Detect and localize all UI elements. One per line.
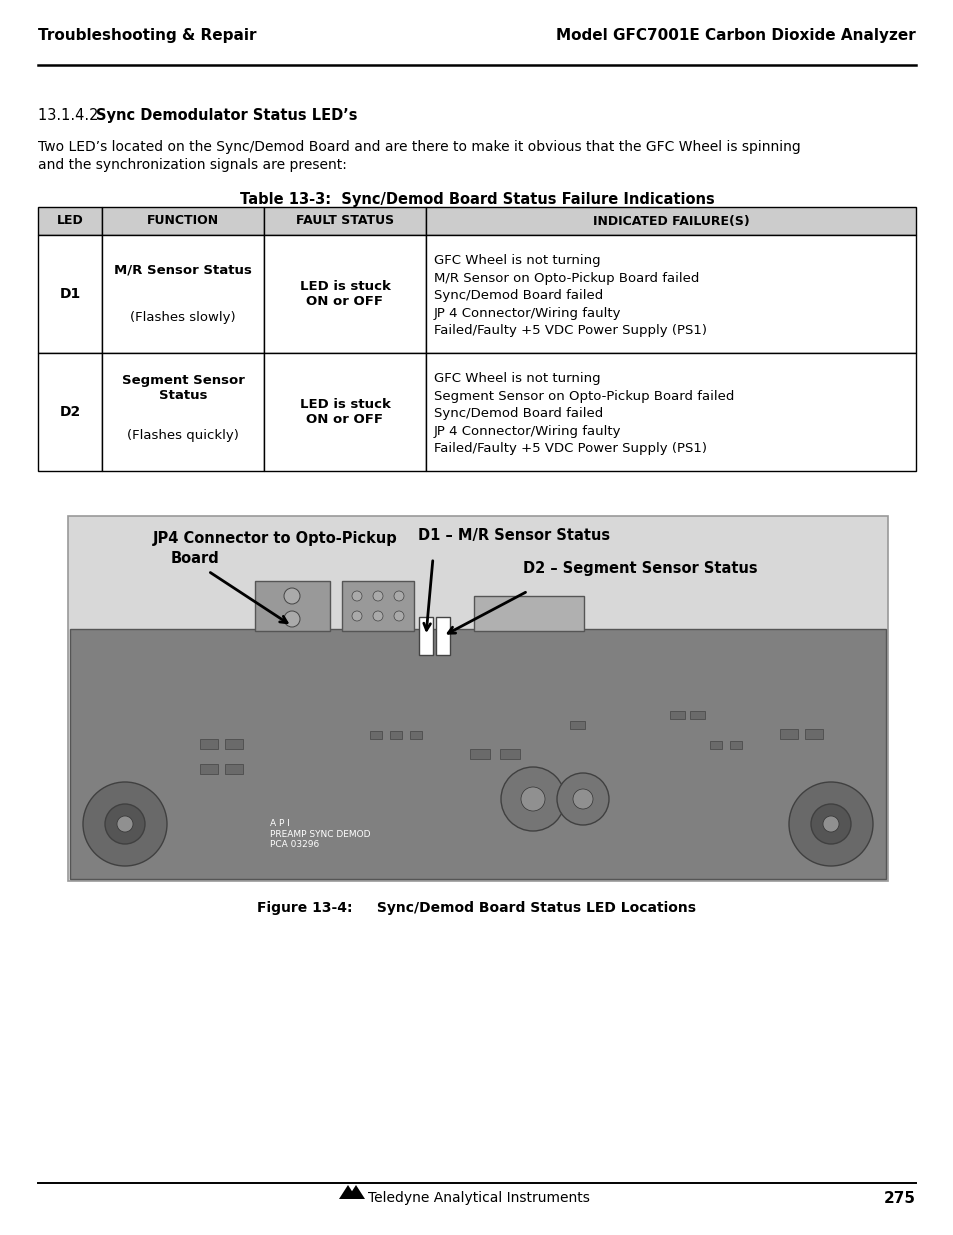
Bar [225,764,243,774]
Text: LED: LED [56,215,83,227]
Text: (Flashes slowly): (Flashes slowly) [130,311,235,324]
Text: JP 4 Connector/Wiring faulty: JP 4 Connector/Wiring faulty [434,425,620,437]
Bar [225,739,243,748]
Circle shape [557,773,608,825]
Bar [410,731,421,739]
Text: Failed/Faulty +5 VDC Power Supply (PS1): Failed/Faulty +5 VDC Power Supply (PS1) [434,325,706,337]
Bar [780,729,797,739]
Text: M/R Sensor Status: M/R Sensor Status [114,264,252,277]
Bar [341,580,414,631]
Text: D1: D1 [59,287,81,301]
Text: 275: 275 [883,1191,915,1207]
Bar [102,353,264,471]
Bar [689,711,704,719]
Bar [254,580,330,631]
Bar [38,207,102,235]
Text: GFC Wheel is not turning: GFC Wheel is not turning [434,254,600,267]
Circle shape [822,816,838,832]
Text: M/R Sensor on Opto-Pickup Board failed: M/R Sensor on Opto-Pickup Board failed [434,272,699,285]
Circle shape [352,611,361,621]
Circle shape [373,611,382,621]
Bar [264,207,426,235]
Text: Model GFC7001E Carbon Dioxide Analyzer: Model GFC7001E Carbon Dioxide Analyzer [556,28,915,43]
Circle shape [117,816,132,832]
Text: (Flashes quickly): (Flashes quickly) [127,429,238,442]
Text: Board: Board [171,551,219,566]
Circle shape [394,592,403,601]
Circle shape [500,767,564,831]
Circle shape [373,592,382,601]
Bar [200,739,218,748]
Text: 13.1.4.2.: 13.1.4.2. [38,107,108,124]
Text: Sync/Demod Board failed: Sync/Demod Board failed [434,289,602,303]
Circle shape [810,804,850,844]
Text: D1 – M/R Sensor Status: D1 – M/R Sensor Status [417,529,610,543]
Bar [390,731,401,739]
Bar [70,629,885,879]
Bar [370,731,381,739]
Circle shape [284,588,299,604]
Text: Teledyne Analytical Instruments: Teledyne Analytical Instruments [368,1191,589,1205]
Text: Figure 13-4:     Sync/Demod Board Status LED Locations: Figure 13-4: Sync/Demod Board Status LED… [257,902,696,915]
Bar [729,741,741,748]
Bar [38,235,102,353]
Bar [436,618,450,655]
Circle shape [83,782,167,866]
Bar [470,748,490,760]
Text: INDICATED FAILURE(S): INDICATED FAILURE(S) [592,215,749,227]
Bar [709,741,721,748]
Text: Segment Sensor on Opto-Pickup Board failed: Segment Sensor on Opto-Pickup Board fail… [434,390,734,403]
Bar [264,353,426,471]
Text: Table 13-3:  Sync/Demod Board Status Failure Indications: Table 13-3: Sync/Demod Board Status Fail… [239,191,714,207]
Circle shape [520,787,544,811]
Circle shape [352,592,361,601]
Text: D2: D2 [59,405,81,419]
Bar [102,207,264,235]
Bar [426,235,915,353]
Bar [38,353,102,471]
Text: FAULT STATUS: FAULT STATUS [295,215,394,227]
Bar [569,721,584,729]
Text: LED is stuck
ON or OFF: LED is stuck ON or OFF [299,280,390,308]
Polygon shape [338,1186,356,1199]
Bar [426,207,915,235]
Text: Segment Sensor
Status: Segment Sensor Status [121,374,244,403]
Bar [68,516,887,881]
Bar [418,618,433,655]
Bar [474,597,583,631]
Polygon shape [347,1186,365,1199]
Text: Sync Demodulator Status LED’s: Sync Demodulator Status LED’s [96,107,357,124]
Text: and the synchronization signals are present:: and the synchronization signals are pres… [38,158,347,172]
Bar [804,729,822,739]
Bar [200,764,218,774]
Bar [264,235,426,353]
Bar [102,235,264,353]
Text: Sync/Demod Board failed: Sync/Demod Board failed [434,408,602,420]
Circle shape [788,782,872,866]
Circle shape [573,789,593,809]
Text: JP 4 Connector/Wiring faulty: JP 4 Connector/Wiring faulty [434,306,620,320]
Bar [499,748,519,760]
Text: Failed/Faulty +5 VDC Power Supply (PS1): Failed/Faulty +5 VDC Power Supply (PS1) [434,442,706,456]
Text: LED is stuck
ON or OFF: LED is stuck ON or OFF [299,398,390,426]
Text: FUNCTION: FUNCTION [147,215,219,227]
Text: Two LED’s located on the Sync/Demod Board and are there to make it obvious that : Two LED’s located on the Sync/Demod Boar… [38,140,800,154]
Circle shape [284,611,299,627]
Circle shape [105,804,145,844]
Text: JP4 Connector to Opto-Pickup: JP4 Connector to Opto-Pickup [152,531,397,546]
Bar [426,353,915,471]
Circle shape [394,611,403,621]
Text: A P I
PREAMP SYNC DEMOD
PCA 03296: A P I PREAMP SYNC DEMOD PCA 03296 [270,819,370,848]
Text: GFC Wheel is not turning: GFC Wheel is not turning [434,372,600,385]
Bar [669,711,684,719]
Text: D2 – Segment Sensor Status: D2 – Segment Sensor Status [522,561,757,576]
Text: Troubleshooting & Repair: Troubleshooting & Repair [38,28,256,43]
